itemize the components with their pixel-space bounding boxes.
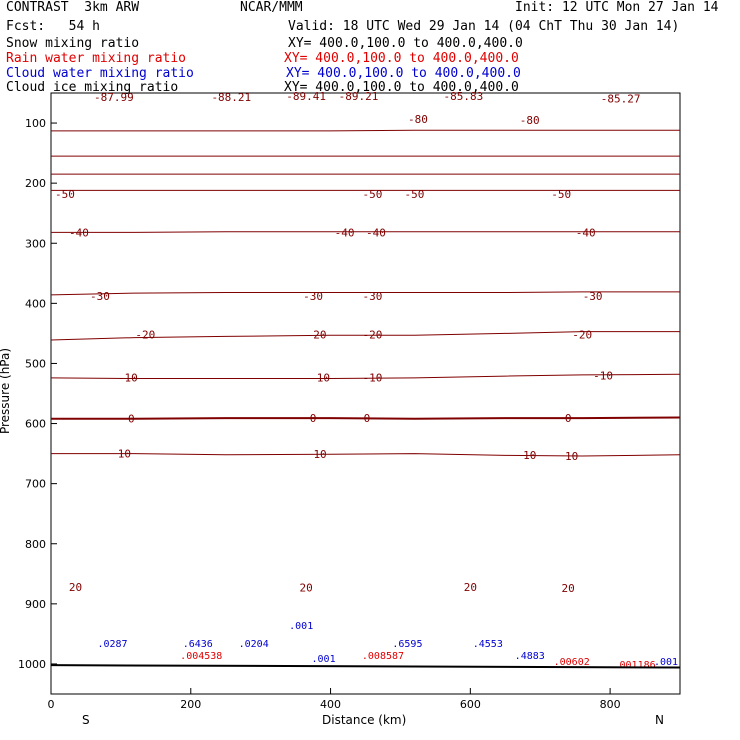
field-name-cloudice: Cloud ice mixing ratio xyxy=(6,80,179,95)
valid-time: Valid: 18 UTC Wed 29 Jan 14 (04 ChT Thu … xyxy=(288,19,680,34)
south-label: S xyxy=(82,713,90,727)
temperature-contour xyxy=(50,291,680,296)
contour-label: 10 xyxy=(565,450,578,463)
forecast-hour: Fcst: 54 h xyxy=(6,19,100,34)
y-tick-label: 800 xyxy=(25,538,46,551)
contour-label: -85.27 xyxy=(601,92,641,105)
y-tick-label: 900 xyxy=(25,598,46,611)
contour-label: -87.99 xyxy=(94,91,134,104)
x-tick-label: 600 xyxy=(460,698,481,711)
x-tick-label: 200 xyxy=(180,698,201,711)
contour-label: -20 xyxy=(363,329,383,342)
contour-label: -40 xyxy=(335,226,355,239)
y-axis-title: Pressure (hPa) xyxy=(0,347,13,435)
y-tick-label: 500 xyxy=(25,357,46,370)
field-xy-cloudice: XY= 400.0,100.0 to 400.0,400.0 xyxy=(284,80,519,95)
plot-frame xyxy=(50,92,681,695)
y-tick-label: 300 xyxy=(25,237,46,250)
x-tick-label: 800 xyxy=(600,698,621,711)
contour-label: -80 xyxy=(408,113,428,126)
temperature-contour xyxy=(50,331,680,341)
temperature-contour xyxy=(51,129,680,132)
init-time: Init: 12 UTC Mon 27 Jan 14 xyxy=(515,0,719,15)
contour-label: 0 xyxy=(364,412,371,425)
contour-label: -20 xyxy=(135,329,155,342)
contour-label: -10 xyxy=(363,371,383,384)
x-tick-label: 0 xyxy=(48,698,55,711)
mixing-ratio-label: .001 xyxy=(654,657,678,668)
mixing-ratio-label: .6595 xyxy=(392,639,422,650)
mixing-ratio-label: .0287 xyxy=(97,639,127,650)
mixing-ratio-label: .001 xyxy=(312,654,336,665)
temperature-contour xyxy=(50,373,681,379)
field-name-snow: Snow mixing ratio xyxy=(6,36,140,51)
contour-label: -89.21 xyxy=(339,90,379,103)
y-tick-label: 100 xyxy=(25,117,46,130)
contour-label: -40 xyxy=(69,226,89,239)
contour-label: -88.21 xyxy=(211,91,251,104)
contour-label: -50 xyxy=(363,188,383,201)
contour-label: 10 xyxy=(313,448,326,461)
contour-label: 20 xyxy=(299,582,312,595)
x-tick-label: 400 xyxy=(320,698,341,711)
contour-label: -50 xyxy=(404,188,424,201)
mixing-ratio-label: .008587 xyxy=(362,651,404,662)
contour-label: -89.41 xyxy=(286,90,326,103)
mixing-ratio-label: .004538 xyxy=(180,651,222,662)
mixing-ratio-label: .4553 xyxy=(473,639,503,650)
contour-label: -20 xyxy=(307,329,327,342)
temperature-contour xyxy=(51,453,681,457)
contour-label: -50 xyxy=(551,188,571,201)
contour-label: 20 xyxy=(69,581,82,594)
y-tick-label: 600 xyxy=(25,418,46,431)
y-tick-label: 700 xyxy=(25,478,46,491)
contour-label: 10 xyxy=(118,448,131,461)
ground-line xyxy=(50,664,681,669)
contour-label: -30 xyxy=(583,290,603,303)
org-label: NCAR/MMM xyxy=(240,0,303,15)
y-tick-label: 1000 xyxy=(18,658,46,671)
y-tick-label: 400 xyxy=(25,297,46,310)
x-axis-title: Distance (km) xyxy=(322,713,407,727)
field-xy-cloudwater: XY= 400.0,100.0 to 400.0,400.0 xyxy=(286,66,521,81)
temperature-contour xyxy=(51,231,680,233)
contour-label: -10 xyxy=(310,371,330,384)
mixing-ratio-label: .00602 xyxy=(554,657,590,668)
mixing-ratio-label: .001186 xyxy=(613,660,655,671)
y-tick-label: 200 xyxy=(25,177,46,190)
mixing-ratio-label: .6436 xyxy=(183,639,213,650)
contour-label: -10 xyxy=(118,371,138,384)
temperature-contour xyxy=(51,416,681,420)
contour-label: 0 xyxy=(128,413,135,426)
field-xy-rain: XY= 400.0,100.0 to 400.0,400.0 xyxy=(284,51,519,66)
contour-label: 0 xyxy=(565,412,572,425)
contour-label: 10 xyxy=(523,449,536,462)
contour-label: -30 xyxy=(363,290,383,303)
north-label: N xyxy=(655,713,664,727)
field-xy-snow: XY= 400.0,100.0 to 400.0,400.0 xyxy=(288,36,523,51)
contour-label: -10 xyxy=(593,369,613,382)
contour-label: 20 xyxy=(464,581,477,594)
mixing-ratio-label: .001 xyxy=(289,621,313,632)
model-title: CONTRAST 3km ARW xyxy=(6,0,140,15)
contour-label: -30 xyxy=(90,290,110,303)
contour-label: -30 xyxy=(303,290,323,303)
field-name-rain: Rain water mixing ratio xyxy=(6,51,187,66)
mixing-ratio-label: .0204 xyxy=(239,639,269,650)
contour-label: -20 xyxy=(572,329,592,342)
contour-label: -50 xyxy=(55,188,75,201)
contour-label: -40 xyxy=(576,226,596,239)
field-name-cloudwater: Cloud water mixing ratio xyxy=(6,66,194,81)
contour-label: -80 xyxy=(520,114,540,127)
contour-label: 20 xyxy=(562,582,575,595)
contour-label: 0 xyxy=(310,412,317,425)
contour-label: -85.83 xyxy=(443,90,483,103)
contour-label: -40 xyxy=(366,226,386,239)
mixing-ratio-label: .4883 xyxy=(515,651,545,662)
